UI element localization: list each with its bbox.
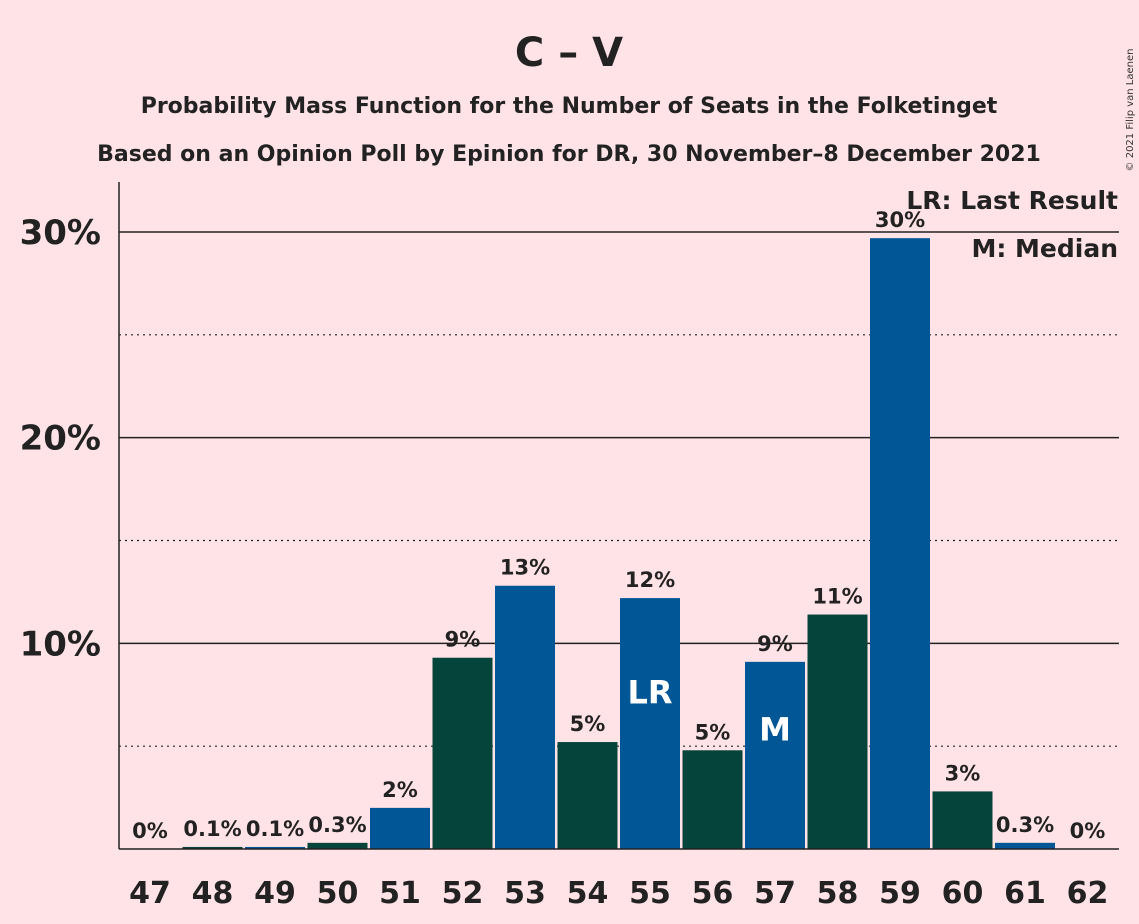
- bar-seats-58: [807, 614, 868, 849]
- chart-subtitle-2: Based on an Opinion Poll by Epinion for …: [97, 142, 1041, 167]
- bar-seats-53: [495, 585, 555, 849]
- bar-seats-49: [245, 846, 305, 849]
- bar-seats-56: [682, 750, 743, 849]
- bar-seats-48: [182, 846, 243, 849]
- bar-seats-52: [432, 657, 493, 849]
- data-label-54: 5%: [570, 712, 606, 736]
- legend-last-result: LR: Last Result: [906, 186, 1118, 215]
- data-labels: 0% 0.1% 0.1% 0.3%2%9%13%5%12%5%9%11%30%3%0.…: [132, 208, 1105, 843]
- bars: [182, 238, 1055, 850]
- x-tick-label: 52: [442, 876, 484, 911]
- data-label-53: 13%: [500, 556, 550, 580]
- marker-lr: LR: [627, 673, 672, 711]
- data-label-55: 12%: [625, 568, 675, 592]
- x-tick-label: 49: [254, 876, 296, 911]
- x-tick-label: 51: [379, 876, 421, 911]
- gridlines: [119, 231, 1119, 747]
- x-tick-label: 55: [629, 876, 671, 911]
- y-tick-label: 30%: [20, 213, 101, 253]
- data-label-49: 0.1%: [246, 817, 304, 841]
- x-tick-label: 47: [129, 876, 171, 911]
- data-label-50: 0.3%: [308, 813, 366, 837]
- bar-seats-54: [557, 742, 618, 849]
- bar-seats-55: [620, 598, 680, 849]
- bar-seats-50: [307, 842, 368, 849]
- data-label-60: 3%: [945, 761, 981, 785]
- data-label-58: 11%: [812, 585, 862, 609]
- x-tick-label: 60: [942, 876, 984, 911]
- data-label-61: 0.3%: [996, 813, 1054, 837]
- data-label-62: 0%: [1070, 819, 1106, 843]
- bar-seats-57: [745, 661, 805, 849]
- x-tick-label: 61: [1004, 876, 1046, 911]
- bar-seats-59: [870, 238, 930, 850]
- data-label-51: 2%: [382, 778, 418, 802]
- y-tick-label: 10%: [20, 624, 101, 664]
- bar-seats-60: [932, 791, 993, 849]
- data-label-47: 0%: [132, 819, 168, 843]
- bar-seats-61: [995, 842, 1055, 849]
- legend-median: M: Median: [971, 234, 1118, 263]
- data-label-59: 30%: [875, 208, 925, 232]
- y-axis-ticks: 10% 20% 30%: [20, 213, 101, 664]
- x-tick-label: 56: [692, 876, 734, 911]
- x-tick-label: 54: [567, 876, 609, 911]
- bar-markers: LR M: [627, 673, 790, 748]
- data-label-57: 9%: [757, 632, 793, 656]
- data-label-48: 0.1%: [183, 817, 241, 841]
- x-tick-label: 57: [754, 876, 796, 911]
- x-tick-label: 58: [817, 876, 859, 911]
- x-tick-label: 59: [879, 876, 921, 911]
- x-tick-label: 62: [1067, 876, 1109, 911]
- y-tick-label: 20%: [20, 419, 101, 459]
- chart-title: C – V: [515, 30, 623, 76]
- x-tick-label: 50: [317, 876, 359, 911]
- x-tick-label: 53: [504, 876, 546, 911]
- bar-seats-51: [370, 807, 430, 849]
- x-tick-label: 48: [192, 876, 234, 911]
- marker-m: M: [759, 710, 791, 748]
- data-label-52: 9%: [445, 628, 481, 652]
- copyright-note: © 2021 Filip van Laenen: [1125, 49, 1136, 172]
- chart-subtitle-1: Probability Mass Function for the Number…: [141, 94, 998, 119]
- data-label-56: 5%: [695, 720, 731, 744]
- x-axis-ticks: 47 48 49 50 51 52 53 54 55 56 57 58 59 60 61 62: [129, 876, 1108, 911]
